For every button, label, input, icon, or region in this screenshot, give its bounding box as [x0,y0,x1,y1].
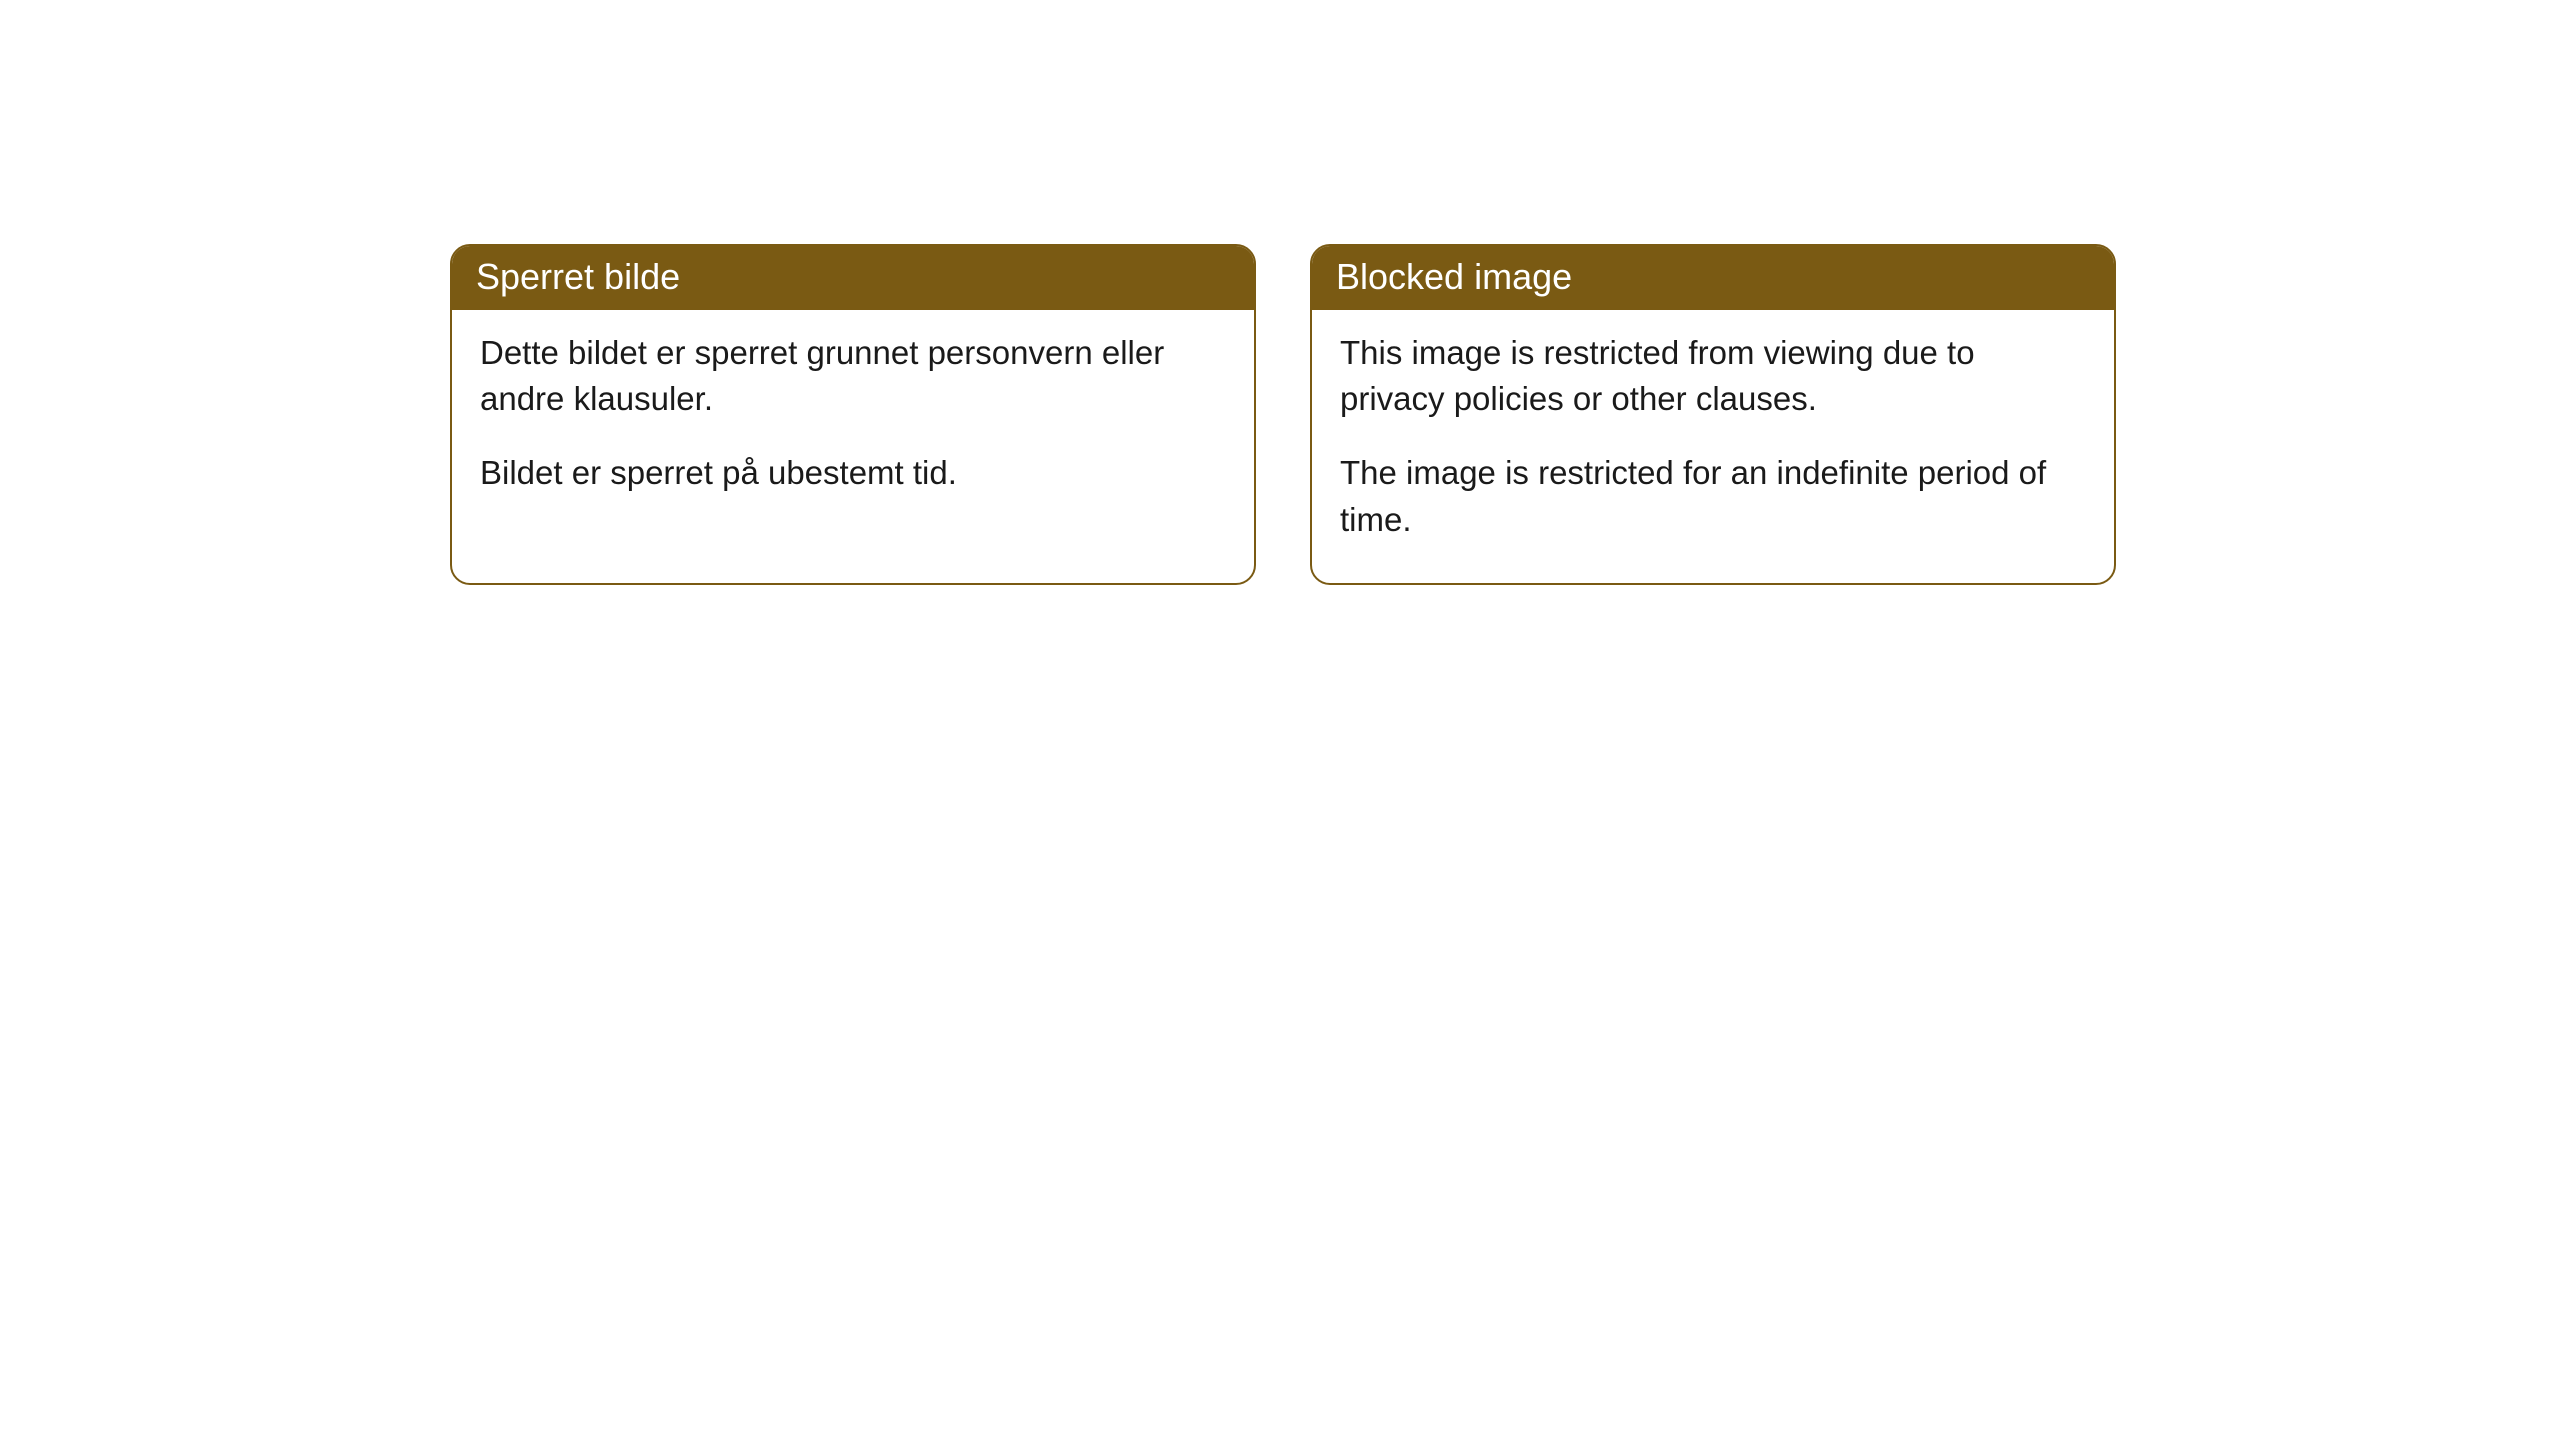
card-paragraph-1-english: This image is restricted from viewing du… [1340,330,2086,422]
card-title-english: Blocked image [1336,256,1572,297]
blocked-image-card-norwegian: Sperret bilde Dette bildet er sperret gr… [450,244,1256,585]
card-body-english: This image is restricted from viewing du… [1312,310,2114,583]
card-paragraph-2-english: The image is restricted for an indefinit… [1340,450,2086,542]
notice-container: Sperret bilde Dette bildet er sperret gr… [450,244,2116,585]
card-body-norwegian: Dette bildet er sperret grunnet personve… [452,310,1254,537]
card-title-norwegian: Sperret bilde [476,256,680,297]
card-paragraph-1-norwegian: Dette bildet er sperret grunnet personve… [480,330,1226,422]
blocked-image-card-english: Blocked image This image is restricted f… [1310,244,2116,585]
card-paragraph-2-norwegian: Bildet er sperret på ubestemt tid. [480,450,1226,496]
card-header-norwegian: Sperret bilde [452,246,1254,310]
card-header-english: Blocked image [1312,246,2114,310]
